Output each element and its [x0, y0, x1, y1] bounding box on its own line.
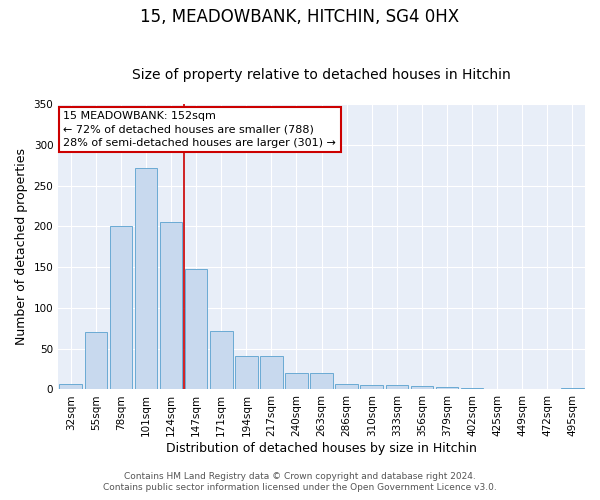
Title: Size of property relative to detached houses in Hitchin: Size of property relative to detached ho…	[132, 68, 511, 82]
Bar	[134, 168, 157, 390]
Bar	[110, 226, 132, 390]
Bar	[160, 222, 182, 390]
Bar	[85, 332, 107, 390]
Bar	[185, 269, 208, 390]
Text: Contains HM Land Registry data © Crown copyright and database right 2024.: Contains HM Land Registry data © Crown c…	[124, 472, 476, 481]
X-axis label: Distribution of detached houses by size in Hitchin: Distribution of detached houses by size …	[166, 442, 477, 455]
Bar	[361, 384, 383, 390]
Bar	[386, 386, 408, 390]
Text: 15 MEADOWBANK: 152sqm
← 72% of detached houses are smaller (788)
28% of semi-det: 15 MEADOWBANK: 152sqm ← 72% of detached …	[64, 111, 337, 148]
Bar	[285, 373, 308, 390]
Text: 15, MEADOWBANK, HITCHIN, SG4 0HX: 15, MEADOWBANK, HITCHIN, SG4 0HX	[140, 8, 460, 26]
Bar	[335, 384, 358, 390]
Bar	[561, 388, 584, 390]
Bar	[310, 373, 333, 390]
Bar	[210, 330, 233, 390]
Bar	[436, 387, 458, 390]
Text: Contains public sector information licensed under the Open Government Licence v3: Contains public sector information licen…	[103, 484, 497, 492]
Bar	[235, 356, 257, 390]
Bar	[461, 388, 484, 390]
Bar	[260, 356, 283, 390]
Bar	[410, 386, 433, 390]
Bar	[59, 384, 82, 390]
Y-axis label: Number of detached properties: Number of detached properties	[15, 148, 28, 345]
